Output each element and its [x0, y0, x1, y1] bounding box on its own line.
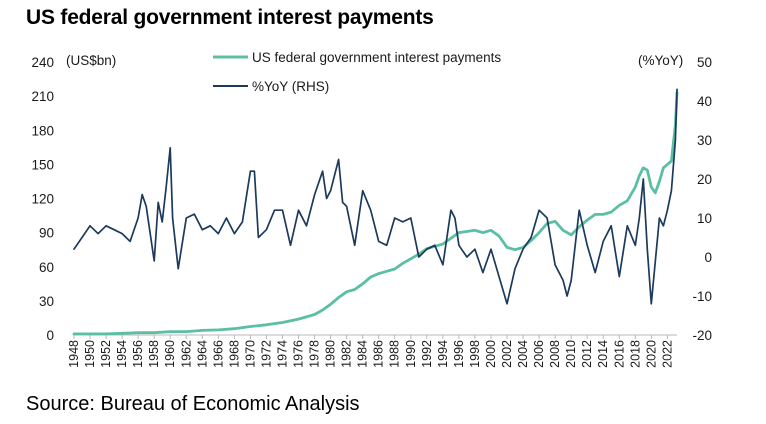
x-tick-label: 1992	[420, 340, 434, 368]
x-tick-label: 1968	[227, 340, 241, 368]
right-axis-unit: (%YoY)	[638, 53, 683, 68]
right-tick-label: 30	[697, 133, 712, 148]
x-tick-label: 2000	[484, 340, 498, 368]
legend-label-yoy: %YoY (RHS)	[252, 79, 329, 94]
legend-label-interest-payments: US federal government interest payments	[252, 50, 501, 65]
right-tick-label: -10	[692, 289, 712, 304]
x-tick-label: 1970	[243, 340, 257, 368]
x-axis: 1948 1950 1952 1954 1956 1958 1960 1962 1964 1966…	[67, 335, 674, 368]
x-tick-label: 1998	[468, 340, 482, 368]
right-tick-label: 0	[704, 250, 712, 265]
x-tick-label: 1948	[67, 340, 81, 368]
x-tick-label: 2002	[500, 340, 514, 368]
x-tick-label: 2004	[516, 340, 530, 368]
chart-title: US federal government interest payments	[26, 6, 434, 29]
x-tick-label: 2022	[660, 340, 674, 368]
right-tick-label: 20	[697, 172, 712, 187]
series-line-interest-payments	[72, 91, 679, 336]
x-tick-label: 1956	[131, 340, 145, 368]
x-tick-label: 2008	[548, 340, 562, 368]
x-tick-label: 1950	[83, 340, 97, 368]
left-axis: 0 30 60 90 120 150 180 210 240	[31, 55, 54, 343]
x-tick-label: 1980	[324, 340, 338, 368]
x-tick-label: 1996	[452, 340, 466, 368]
right-tick-label: 40	[697, 94, 712, 109]
x-tick-label: 2006	[532, 340, 546, 368]
left-tick-label: 150	[31, 157, 54, 172]
right-tick-label: 50	[697, 55, 712, 70]
x-tick-label: 1984	[356, 340, 370, 368]
x-tick-label: 1976	[292, 340, 306, 368]
legend: US federal government interest payments …	[213, 50, 501, 94]
left-axis-unit: (US$bn)	[66, 53, 116, 68]
right-axis: -20 -10 0 10 20 30 40 50	[692, 55, 712, 343]
series-layer	[72, 88, 679, 336]
left-tick-label: 240	[31, 55, 54, 70]
left-tick-label: 90	[39, 226, 54, 241]
chart-source: Source: Bureau of Economic Analysis	[26, 393, 360, 415]
x-tick-label: 1952	[99, 340, 113, 368]
x-tick-label: 1960	[163, 340, 177, 368]
x-tick-label: 2012	[580, 340, 594, 368]
series-line-yoy	[73, 88, 678, 305]
left-tick-label: 30	[39, 294, 54, 309]
x-tick-label: 1954	[115, 340, 129, 368]
right-tick-label: 10	[697, 211, 712, 226]
x-tick-label: 1966	[211, 340, 225, 368]
x-tick-label: 1990	[404, 340, 418, 368]
x-tick-label: 1986	[372, 340, 386, 368]
left-tick-label: 0	[46, 328, 54, 343]
x-tick-label: 1958	[147, 340, 161, 368]
x-tick-label: 2020	[644, 340, 658, 368]
x-tick-label: 2010	[564, 340, 578, 368]
x-tick-label: 2014	[596, 340, 610, 368]
x-tick-label: 1994	[436, 340, 450, 368]
x-tick-label: 2016	[612, 340, 626, 368]
left-tick-label: 210	[31, 89, 54, 104]
x-tick-label: 1972	[259, 340, 273, 368]
left-tick-label: 60	[39, 260, 54, 275]
left-tick-label: 120	[31, 192, 54, 207]
x-tick-label: 1978	[308, 340, 322, 368]
x-tick-label: 2018	[628, 340, 642, 368]
right-tick-label: -20	[692, 328, 712, 343]
x-tick-label: 1962	[179, 340, 193, 368]
x-tick-label: 1974	[275, 340, 289, 368]
x-tick-label: 1982	[340, 340, 354, 368]
x-tick-label: 1988	[388, 340, 402, 368]
left-tick-label: 180	[31, 123, 54, 138]
x-tick-label: 1964	[195, 340, 209, 368]
